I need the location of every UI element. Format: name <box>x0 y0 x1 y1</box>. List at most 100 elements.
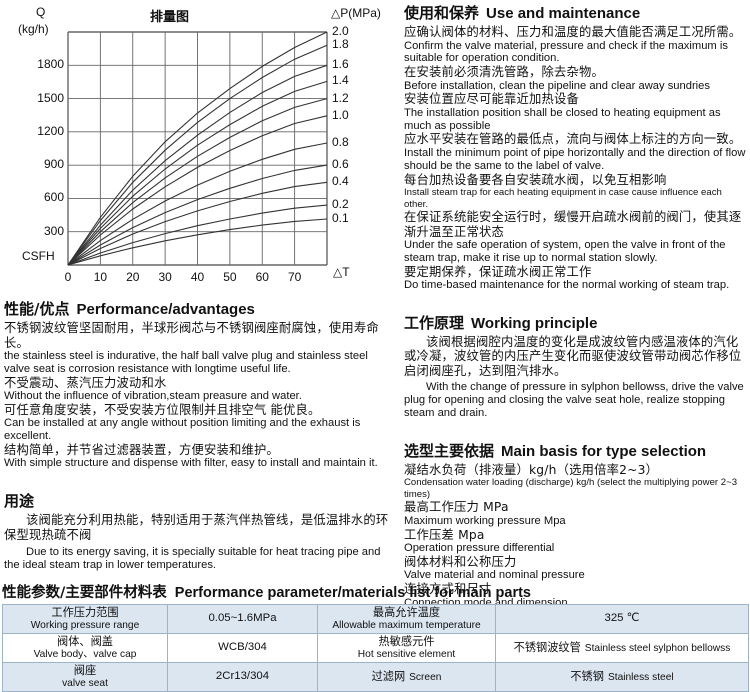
spec-heading-en: Performance parameter/materials list for… <box>174 585 531 601</box>
cell-value: 0.05~1.6MPa <box>208 612 277 625</box>
maintenance-item-en: Install the minimum point of pipe horizo… <box>404 146 746 172</box>
chart-curve <box>67 115 328 266</box>
spec-table-section: 性能参数/主要部件材料表 Performance parameter/materi… <box>2 585 749 692</box>
left-text-column: 性能/优点 Performance/advantages 不锈钢波纹管坚固耐用，半… <box>4 300 396 578</box>
chart-curve <box>67 204 328 266</box>
maintenance-item-en: Install steam trap for each heating equi… <box>404 187 722 210</box>
table-cell-param: 最高允许温度 Allowable maximum temperature <box>317 604 496 634</box>
maintenance-item-cn: 在安装前必须清洗管路，除去杂物。 <box>404 65 604 80</box>
cell-cn: 过滤网 <box>371 669 406 683</box>
right-text-column: 使用和保养 Use and maintenance 应确认阀体的材料、压力和温度的… <box>404 4 748 616</box>
cell-en: Working pressure range <box>30 619 140 631</box>
maintenance-item: 要定期保养，保证疏水阀正常工作 Do time-based maintenanc… <box>404 265 748 292</box>
chart-series-label: 0.2 <box>332 197 349 212</box>
principle-heading-en: Working principle <box>471 314 598 332</box>
table-cell-value: 2Cr13/304 <box>167 662 318 692</box>
chart-series-label: 2.0 <box>332 24 349 38</box>
chart-y-axis-label: Q <box>36 5 46 19</box>
chart-origin-label: CSFH <box>22 249 55 263</box>
selection-item: 工作压差 Mpa Operation pressure differential <box>404 528 748 555</box>
cell-en: Hot sensitive element <box>357 648 456 660</box>
usage-body-cn: 该阀能充分利用热能，特别适用于蒸汽伴热管线，是低温排水的环保型现热疏不阀 <box>4 513 389 542</box>
chart-curve <box>67 64 328 266</box>
chart-y-tick: 300 <box>43 223 64 238</box>
selection-item-en: Maximum working pressure Mpa <box>404 514 566 527</box>
selection-item-cn: 最高工作压力 MPa <box>404 500 509 515</box>
chart-y-tick: 900 <box>43 157 64 172</box>
chart-curve <box>67 44 328 266</box>
selection-heading: 选型主要依据 Main basis for type selection <box>404 442 748 461</box>
selection-item: 最高工作压力 MPa Maximum working pressure Mpa <box>404 500 748 527</box>
performance-item-cn: 结构简单，并节省过滤器装置，方便安装和维护。 <box>4 442 279 457</box>
principle-section: 工作原理 Working principle 该阀根据阀腔内温度的变化是成波纹管内… <box>404 314 748 420</box>
selection-item-en: Operation pressure differential <box>404 542 555 555</box>
chart-curve <box>67 181 328 266</box>
selection-item-en: Condensation water loading (discharge) k… <box>404 477 738 500</box>
maintenance-item-cn: 要定期保养，保证疏水阀正常工作 <box>404 264 592 279</box>
cell-cn: 最高允许温度 <box>372 606 441 619</box>
selection-item-cn: 连接方式和尺寸 <box>404 582 492 597</box>
maintenance-item-en: Before installation, clean the pipeline … <box>404 79 710 92</box>
cell-value: WCB/304 <box>218 641 267 654</box>
spec-table-heading: 性能参数/主要部件材料表 Performance parameter/materi… <box>2 585 748 602</box>
chart-series-label: 0.6 <box>332 157 349 172</box>
chart-y-tick: 1500 <box>37 90 64 105</box>
chart-canvas: 0 10 20 30 40 50 60 70 <box>65 31 328 284</box>
performance-item: 结构简单，并节省过滤器装置，方便安装和维护。 With simple struc… <box>4 443 396 470</box>
chart-series-label: 1.8 <box>332 37 349 52</box>
table-cell-value: 不锈钢 Stainless steel <box>495 662 749 692</box>
selection-item-en: Valve material and nominal pressure <box>404 569 585 582</box>
chart-series-labels: 2.0 1.8 1.6 1.4 1.2 1.0 0.8 0.6 0.4 0.2 0.1 <box>332 0 392 290</box>
chart-y-tick: 1200 <box>37 123 64 138</box>
performance-item: 可任意角度安装，不受安装方位限制并且排空气 能优良。 Can be instal… <box>4 403 396 443</box>
maintenance-item-cn: 应确认阀体的材料、压力和温度的最大值能否满足工况所需。 <box>404 25 742 39</box>
table-row: 阀体、阀盖 Valve body、valve cap WCB/304 热敏感元件… <box>2 633 749 663</box>
chart-curve <box>67 142 328 266</box>
maintenance-heading-cn: 使用和保养 <box>404 4 480 22</box>
selection-item: 阀体材料和公称压力 Valve material and nominal pre… <box>404 555 748 582</box>
selection-heading-en: Main basis for type selection <box>501 442 707 460</box>
principle-body-cn: 该阀根据阀腔内温度的变化是成波纹管内感温液体的汽化或冷凝，波纹管的内压产生变化而… <box>404 334 742 378</box>
cell-cn: 不锈钢波纹管 <box>513 640 581 654</box>
cell-en: Screen <box>409 671 442 683</box>
spec-table: 工作压力范围 Working pressure range 0.05~1.6MP… <box>2 604 749 692</box>
table-cell-value: 0.05~1.6MPa <box>167 604 318 634</box>
table-cell-param: 过滤网 Screen <box>317 662 496 692</box>
maintenance-item: 应确认阀体的材料、压力和温度的最大值能否满足工况所需。 Confirm the … <box>404 25 748 65</box>
maintenance-item-cn: 在保证系统能安全运行时，缓慢开启疏水阀前的阀门，使其逐渐升温至正常状态 <box>404 210 742 239</box>
cell-en: valve seat <box>62 677 108 689</box>
maintenance-item-cn: 安装位置应尽可能靠近加热设备 <box>404 92 579 107</box>
performance-item-en: the stainless steel is indurative, the h… <box>4 350 368 375</box>
chart-gridlines <box>67 31 328 266</box>
usage-heading-cn: 用途 <box>4 492 35 511</box>
table-cell-param: 阀体、阀盖 Valve body、valve cap <box>2 633 168 663</box>
chart-x-axis-label: △T <box>333 265 350 279</box>
maintenance-item: 在保证系统能安全运行时，缓慢开启疏水阀前的阀门，使其逐渐升温至正常状态 Unde… <box>404 210 748 265</box>
cell-en: Valve body、valve cap <box>33 648 137 660</box>
svg-text:20: 20 <box>126 270 140 284</box>
principle-heading-cn: 工作原理 <box>404 313 465 332</box>
chart-series-label: 0.8 <box>332 134 349 149</box>
chart-curve <box>67 31 328 266</box>
chart-series-label: 1.4 <box>332 73 349 88</box>
maintenance-item: 每台加热设备要各自安装疏水阀，以免互相影响 Install steam trap… <box>404 173 748 211</box>
chart-curve <box>67 98 328 266</box>
table-row: 工作压力范围 Working pressure range 0.05~1.6MP… <box>2 604 749 634</box>
cell-en: Stainless steel <box>607 671 674 683</box>
principle-heading: 工作原理 Working principle <box>404 314 748 333</box>
spec-heading-cn: 性能参数/主要部件材料表 <box>2 585 167 601</box>
performance-item: 不锈钢波纹管坚固耐用，半球形阀芯与不锈钢阀座耐腐蚀，使用寿命长。 the sta… <box>4 321 396 376</box>
maintenance-heading-en: Use and maintenance <box>486 5 641 22</box>
chart-y-tick-labels: 300 600 900 1200 1500 1800 <box>20 0 64 290</box>
chart-y-axis-unit: (kg/h) <box>18 22 49 36</box>
maintenance-item: 在安装前必须清洗管路，除去杂物。 Before installation, cl… <box>404 65 748 92</box>
chart-series-label: 1.6 <box>332 57 349 72</box>
chart-series-label: 0.1 <box>332 210 349 225</box>
chart-legend-title: △P(MPa) <box>331 6 381 20</box>
chart-x-tick-labels: 0 10 20 30 40 50 60 70 <box>65 270 302 284</box>
usage-section: 用途 该阀能充分利用热能，特别适用于蒸汽伴热管线，是低温排水的环保型现热疏不阀 … <box>4 492 396 572</box>
maintenance-item-en: Do time-based maintenance for the normal… <box>404 279 730 292</box>
performance-item-en: With simple structure and dispense with … <box>4 457 378 470</box>
usage-body-en: Due to its energy saving, it is speciall… <box>4 546 381 572</box>
svg-text:70: 70 <box>288 270 302 284</box>
